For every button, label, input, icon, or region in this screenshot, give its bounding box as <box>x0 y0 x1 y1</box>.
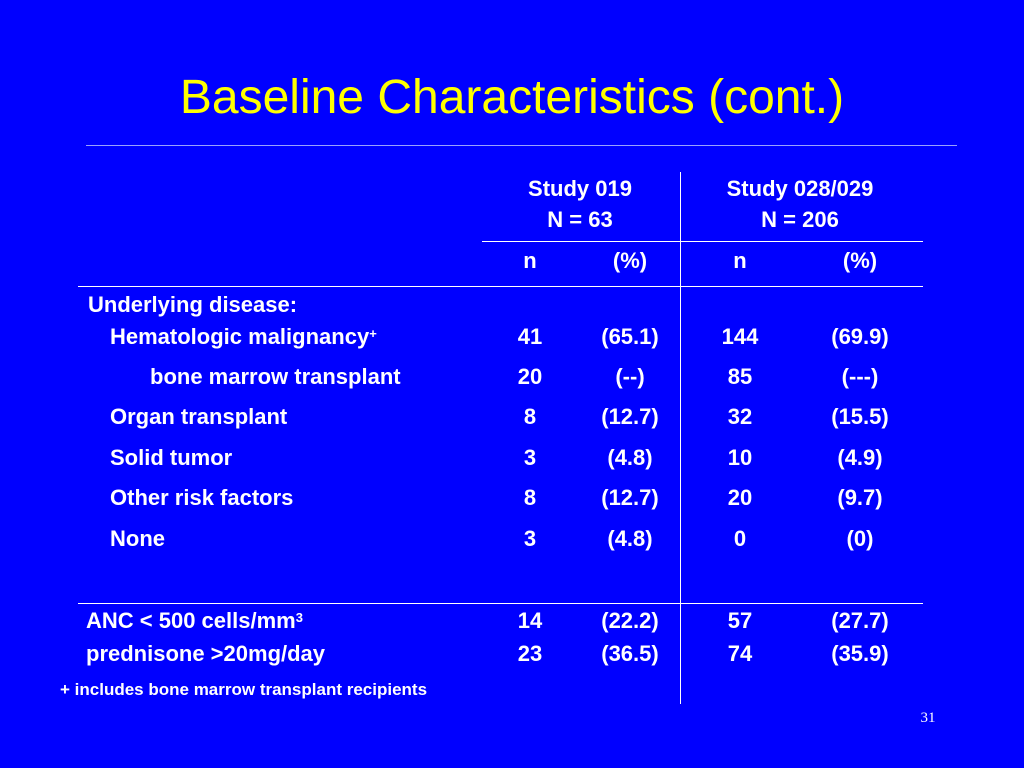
section-label: Underlying disease: <box>88 292 298 317</box>
cell-s1-pct: (22.2) <box>601 608 659 633</box>
row-label: ANC < 500 cells/mm3 <box>86 608 303 633</box>
cell-s1-pct: (--) <box>615 364 645 389</box>
cell-s2-n: 74 <box>727 641 753 666</box>
footnote-symbol: + <box>60 680 70 699</box>
slide-title: Baseline Characteristics (cont.) <box>179 71 845 124</box>
cell-s1-pct: (12.7) <box>601 485 659 510</box>
cell-s1-n: 14 <box>517 608 543 633</box>
cell-s1-n: 23 <box>517 641 543 666</box>
cell-s1-pct: (36.5) <box>601 641 659 666</box>
study1-n-label: N = 63 <box>547 207 613 232</box>
cell-s2-pct: (0) <box>846 526 874 551</box>
title-divider <box>86 145 957 146</box>
footnote: + includes bone marrow transplant recipi… <box>60 680 427 700</box>
row-label: None <box>110 526 165 551</box>
row-label: Solid tumor <box>110 445 233 470</box>
cell-s1-pct: (65.1) <box>601 324 659 349</box>
cell-s2-n: 20 <box>727 485 753 510</box>
study2-name: Study 028/029 <box>726 176 874 201</box>
cell-s2-pct: (4.9) <box>837 445 883 470</box>
study1-name: Study 019 <box>528 176 632 201</box>
cell-s2-n: 85 <box>727 364 753 389</box>
cell-s1-n: 20 <box>517 364 543 389</box>
row-label: bone marrow transplant <box>150 364 401 389</box>
study1-pct-header: (%) <box>612 248 648 273</box>
column-divider <box>680 172 681 704</box>
cell-s2-n: 57 <box>727 608 753 633</box>
row-label: Hematologic malignancy+ <box>110 324 377 349</box>
cell-s1-pct: (4.8) <box>607 526 653 551</box>
cell-s1-n: 8 <box>523 485 537 510</box>
cell-s1-n: 41 <box>517 324 543 349</box>
study2-n-label: N = 206 <box>761 207 839 232</box>
section-rule <box>78 603 923 604</box>
cell-s2-n: 10 <box>727 445 753 470</box>
study1-n-header: n <box>523 248 537 273</box>
page-number: 31 <box>920 710 936 726</box>
study2-pct-header: (%) <box>842 248 878 273</box>
cell-s2-pct: (35.9) <box>831 641 889 666</box>
row-label: Other risk factors <box>110 485 294 510</box>
header-rule <box>482 241 923 242</box>
footnote-text: includes bone marrow transplant recipien… <box>74 680 428 699</box>
footnote-marker: + <box>369 326 377 341</box>
cell-s1-n: 3 <box>523 445 537 470</box>
cell-s1-n: 8 <box>523 404 537 429</box>
cell-s2-pct: (69.9) <box>831 324 889 349</box>
cell-s2-pct: (9.7) <box>837 485 883 510</box>
cell-s1-pct: (4.8) <box>607 445 653 470</box>
cell-s2-n: 144 <box>721 324 759 349</box>
superscript: 3 <box>295 610 303 625</box>
cell-s2-n: 32 <box>727 404 753 429</box>
cell-s1-n: 3 <box>523 526 537 551</box>
cell-s2-pct: (27.7) <box>831 608 889 633</box>
cell-s1-pct: (12.7) <box>601 404 659 429</box>
body-top-rule <box>78 286 923 287</box>
cell-s2-pct: (15.5) <box>831 404 889 429</box>
study2-n-header: n <box>733 248 747 273</box>
row-label: Organ transplant <box>110 404 288 429</box>
row-label: prednisone >20mg/day <box>86 641 326 666</box>
cell-s2-n: 0 <box>733 526 747 551</box>
cell-s2-pct: (---) <box>841 364 879 389</box>
